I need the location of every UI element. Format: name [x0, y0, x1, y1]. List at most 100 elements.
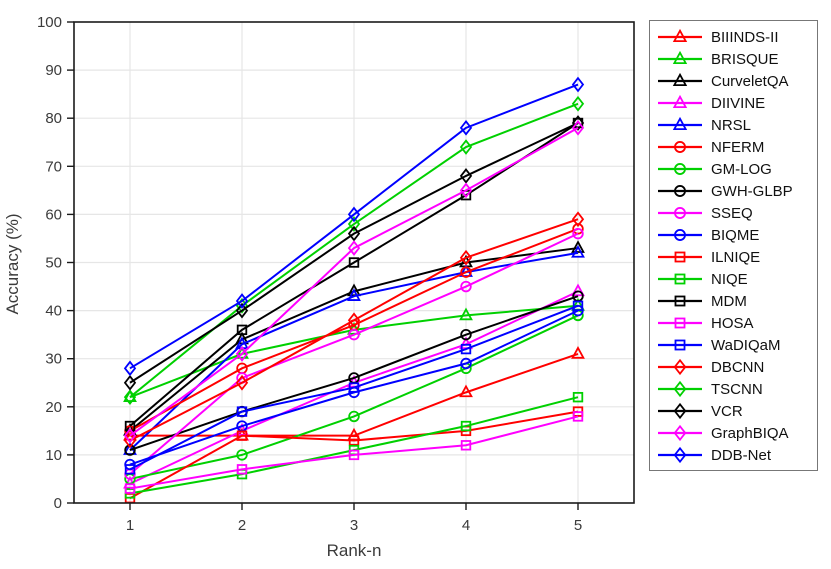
diamond-icon: [459, 119, 473, 136]
legend-item-GraphBIQA: GraphBIQA: [650, 422, 817, 444]
legend-item-NFERM: NFERM: [650, 136, 817, 158]
square-icon: [236, 324, 248, 336]
diamond-icon: [571, 211, 585, 228]
legend-item-BRISQUE: BRISQUE: [650, 48, 817, 70]
triangle-icon: [571, 346, 585, 359]
y-tick-label: 0: [54, 495, 62, 512]
series-line-MDM: [129, 122, 579, 427]
circle-icon: [124, 444, 136, 456]
diamond-icon: [571, 95, 585, 112]
diamond-icon: [673, 424, 687, 442]
diamond-icon: [459, 249, 473, 266]
series-line-VCR: [129, 122, 579, 384]
square-icon: [460, 420, 472, 432]
diamond-icon: [673, 446, 687, 464]
diamond-icon: [571, 76, 585, 93]
circle-icon: [348, 410, 360, 423]
x-tick-label: 5: [574, 517, 582, 534]
triangle-icon: [347, 288, 361, 301]
triangle-icon: [571, 240, 585, 253]
legend-label: MDM: [711, 292, 747, 310]
circle-icon: [674, 163, 686, 175]
diamond-icon: [673, 402, 687, 420]
triangle-icon: [571, 283, 585, 297]
legend-item-VCR: VCR: [650, 400, 817, 422]
square-icon: [674, 295, 686, 307]
square-icon: [348, 382, 360, 393]
y-tick-label: 20: [45, 399, 62, 416]
series-line-HOSA: [129, 415, 579, 490]
legend-label: BIIINDS-II: [711, 28, 779, 46]
legend-label: VCR: [711, 402, 743, 420]
legend-label: BRISQUE: [711, 50, 779, 68]
circle-icon: [674, 229, 686, 241]
legend-item-NRSL: NRSL: [650, 114, 817, 136]
legend-item-GWH-GLBP: GWH-GLBP: [650, 180, 817, 202]
square-icon: [674, 273, 686, 285]
square-icon: [460, 343, 472, 355]
series-line-DDB-Net: [129, 83, 579, 370]
diamond-icon: [347, 312, 361, 329]
legend-sample: [658, 163, 702, 175]
legend-item-DIIVINE: DIIVINE: [650, 92, 817, 114]
legend-label: HOSA: [711, 314, 754, 332]
legend-label: DIIVINE: [711, 94, 766, 112]
legend-sample: [658, 207, 702, 219]
legend-label: NRSL: [711, 116, 752, 134]
legend-sample: [658, 295, 702, 307]
series-line-GraphBIQA: [129, 126, 579, 437]
legend-label: CurveletQA: [711, 72, 789, 90]
diamond-icon: [347, 206, 361, 223]
legend-sample: [658, 50, 702, 64]
legend-item-BIIINDS-II: BIIINDS-II: [650, 26, 817, 48]
legend-item-NIQE: NIQE: [650, 268, 817, 290]
legend-item-GM-LOG: GM-LOG: [650, 158, 817, 180]
legend-sample: [658, 424, 702, 442]
legend-item-CurveletQA: CurveletQA: [650, 70, 817, 92]
square-icon: [348, 449, 360, 461]
legend-label: GWH-GLBP: [711, 182, 793, 200]
x-axis-label: Rank-n: [326, 541, 382, 560]
y-tick-label: 80: [45, 110, 62, 127]
y-tick-label: 30: [45, 351, 62, 368]
legend-label: ILNIQE: [711, 248, 761, 266]
y-tick-label: 60: [45, 206, 62, 223]
legend-label: NFERM: [711, 138, 765, 156]
diamond-icon: [459, 182, 473, 199]
legend-sample: [658, 94, 702, 108]
y-tick-label: 90: [45, 62, 62, 79]
square-icon: [124, 483, 136, 494]
x-tick-label: 4: [462, 517, 470, 534]
legend-sample: [658, 28, 702, 42]
square-icon: [674, 317, 686, 329]
legend-sample: [658, 251, 702, 263]
circle-icon: [572, 227, 584, 240]
diamond-icon: [123, 374, 137, 391]
y-tick-label: 40: [45, 303, 62, 320]
legend: BIIINDS-II BRISQUE CurveletQA DIIVINE NRSL NF…: [649, 20, 818, 471]
circle-icon: [572, 223, 584, 235]
y-tick-label: 100: [37, 14, 62, 31]
diamond-icon: [235, 302, 249, 319]
legend-item-BIQME: BIQME: [650, 224, 817, 246]
circle-icon: [460, 357, 472, 370]
legend-label: WaDIQaM: [711, 336, 781, 354]
legend-item-MDM: MDM: [650, 290, 817, 312]
triangle-icon: [672, 116, 688, 130]
square-icon: [674, 339, 686, 351]
series-line-ILNIQE: [129, 410, 579, 500]
legend-label: DBCNN: [711, 358, 765, 376]
series-line-NFERM: [129, 227, 579, 432]
series-line-TSCNN: [129, 102, 579, 398]
legend-sample: [658, 317, 702, 329]
diamond-icon: [347, 240, 361, 256]
y-tick-label: 70: [45, 158, 62, 175]
series-line-NRSL: [129, 251, 579, 451]
legend-label: NIQE: [711, 270, 748, 288]
square-icon: [572, 411, 584, 422]
square-icon: [236, 406, 248, 417]
series-line-WaDIQaM: [129, 304, 579, 471]
axes-box: [73, 21, 635, 504]
legend-item-HOSA: HOSA: [650, 312, 817, 334]
